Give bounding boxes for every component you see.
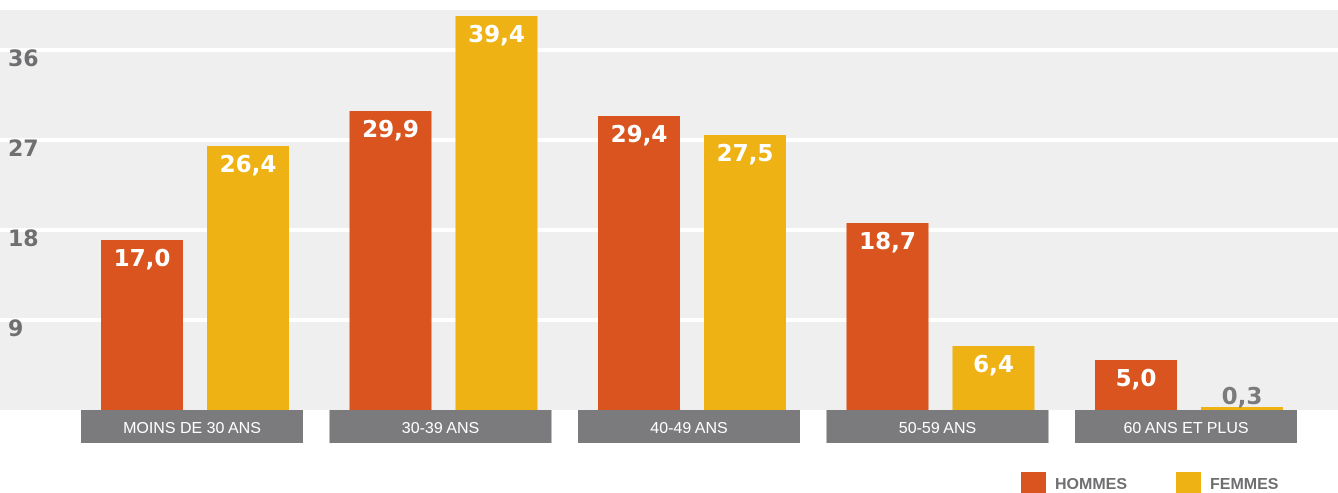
y-tick-label: 36 [8,47,39,72]
bar-hommes [846,223,929,410]
x-tick-label: MOINS DE 30 ANS [123,420,261,437]
legend-swatch-femmes [1176,472,1201,493]
bar-femmes [704,135,786,410]
x-tick-label: 60 ANS ET PLUS [1123,420,1248,437]
bar-hommes [1095,360,1177,410]
legend-label-femmes: FEMMES [1210,476,1279,493]
bar-femmes [952,346,1035,410]
gridline [0,48,1338,52]
data-label: 6,4 [973,352,1014,378]
bar-femmes [207,146,289,410]
x-tick-label: 40-49 ANS [650,420,727,437]
legend-swatch-hommes [1021,472,1046,493]
y-tick-label: 18 [8,227,39,252]
data-label: 29,9 [362,117,419,143]
data-label: 39,4 [468,22,525,48]
y-tick-label: 27 [8,137,39,162]
data-label: 17,0 [114,246,171,272]
bar-hommes [101,240,183,410]
bar-hommes [349,111,432,410]
category-box [578,410,800,443]
category-box [81,410,303,443]
data-label: 27,5 [717,141,774,167]
data-label: 29,4 [611,122,668,148]
data-label: 5,0 [1116,366,1157,392]
data-label: 0,3 [1222,384,1263,410]
legend-label-hommes: HOMMES [1055,476,1127,493]
bar-hommes [598,116,680,410]
bar-femmes [455,16,538,410]
x-tick-label: 30-39 ANS [402,420,479,437]
y-tick-label: 9 [8,317,23,342]
x-tick-label: 50-59 ANS [899,420,976,437]
bar-femmes [1201,407,1283,410]
category-box [329,410,552,443]
category-box [826,410,1049,443]
data-label: 18,7 [859,229,916,255]
category-box [1075,410,1297,443]
data-label: 26,4 [220,152,277,178]
